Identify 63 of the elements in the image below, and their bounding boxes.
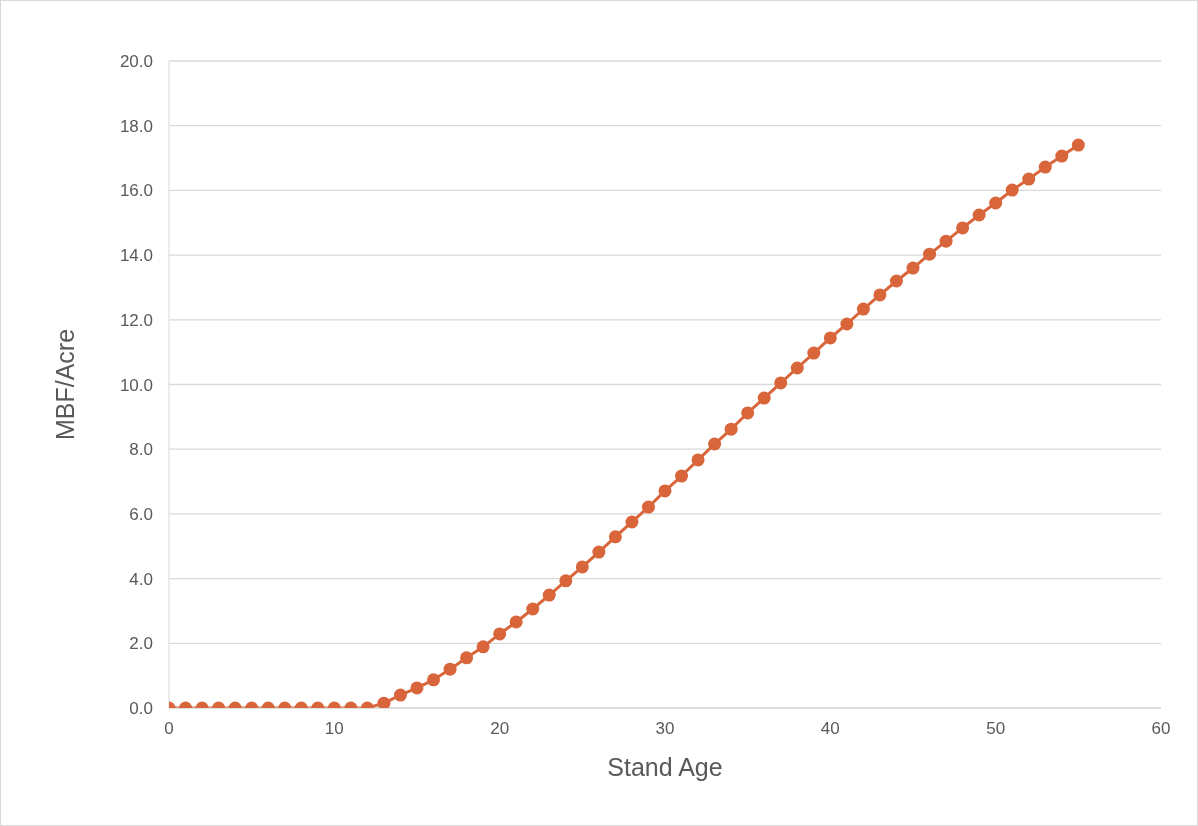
point [906,261,920,275]
point [443,662,457,676]
point [1038,160,1052,174]
point [856,302,870,316]
point [923,247,937,261]
point [509,615,523,629]
point [393,688,407,702]
x-tick-label: 0 [164,719,174,739]
point [889,274,903,288]
point [526,602,540,616]
y-tick-label: 2.0 [129,634,153,654]
point [559,574,573,588]
point [675,469,689,483]
x-tick-label: 50 [986,719,1006,739]
point [1022,172,1036,186]
y-tick-label: 8.0 [129,440,153,460]
point [757,391,771,405]
point [592,545,606,559]
point [708,437,722,451]
point [741,406,755,420]
x-tick-label: 60 [1151,719,1171,739]
x-tick-label: 20 [490,719,510,739]
point [641,500,655,514]
point [823,331,837,345]
y-tick-label: 12.0 [119,310,153,330]
point [790,361,804,375]
point [691,453,705,467]
point [807,346,821,360]
y-tick-label: 10.0 [119,375,153,395]
point [377,696,391,708]
point [542,588,556,602]
point [873,288,887,302]
x-axis-title: Stand Age [607,753,723,781]
point [625,515,639,529]
x-tick-label: 40 [820,719,840,739]
point [476,640,490,654]
point [608,530,622,544]
y-tick-label: 18.0 [119,116,153,136]
point [774,376,788,390]
point [427,673,441,687]
point [989,196,1003,210]
y-tick-label: 6.0 [129,504,153,524]
point [840,317,854,331]
point [939,234,953,248]
point [410,681,424,695]
point [1055,149,1069,163]
y-tick-label: 0.0 [129,699,153,719]
point [972,208,986,222]
y-tick-label: 16.0 [119,181,153,201]
x-tick-label: 30 [655,719,675,739]
y-tick-label: 20.0 [119,52,153,72]
y-tick-label: 14.0 [119,246,153,266]
point [658,484,672,498]
y-axis-title: MBF/Acre [50,328,79,441]
point [575,560,589,574]
y-tick-label: 4.0 [129,569,153,589]
point [460,651,474,665]
point [1071,138,1085,152]
x-tick-label: 10 [324,719,344,739]
point [493,627,507,641]
point [724,422,738,436]
point [1005,183,1019,197]
point [956,221,970,235]
